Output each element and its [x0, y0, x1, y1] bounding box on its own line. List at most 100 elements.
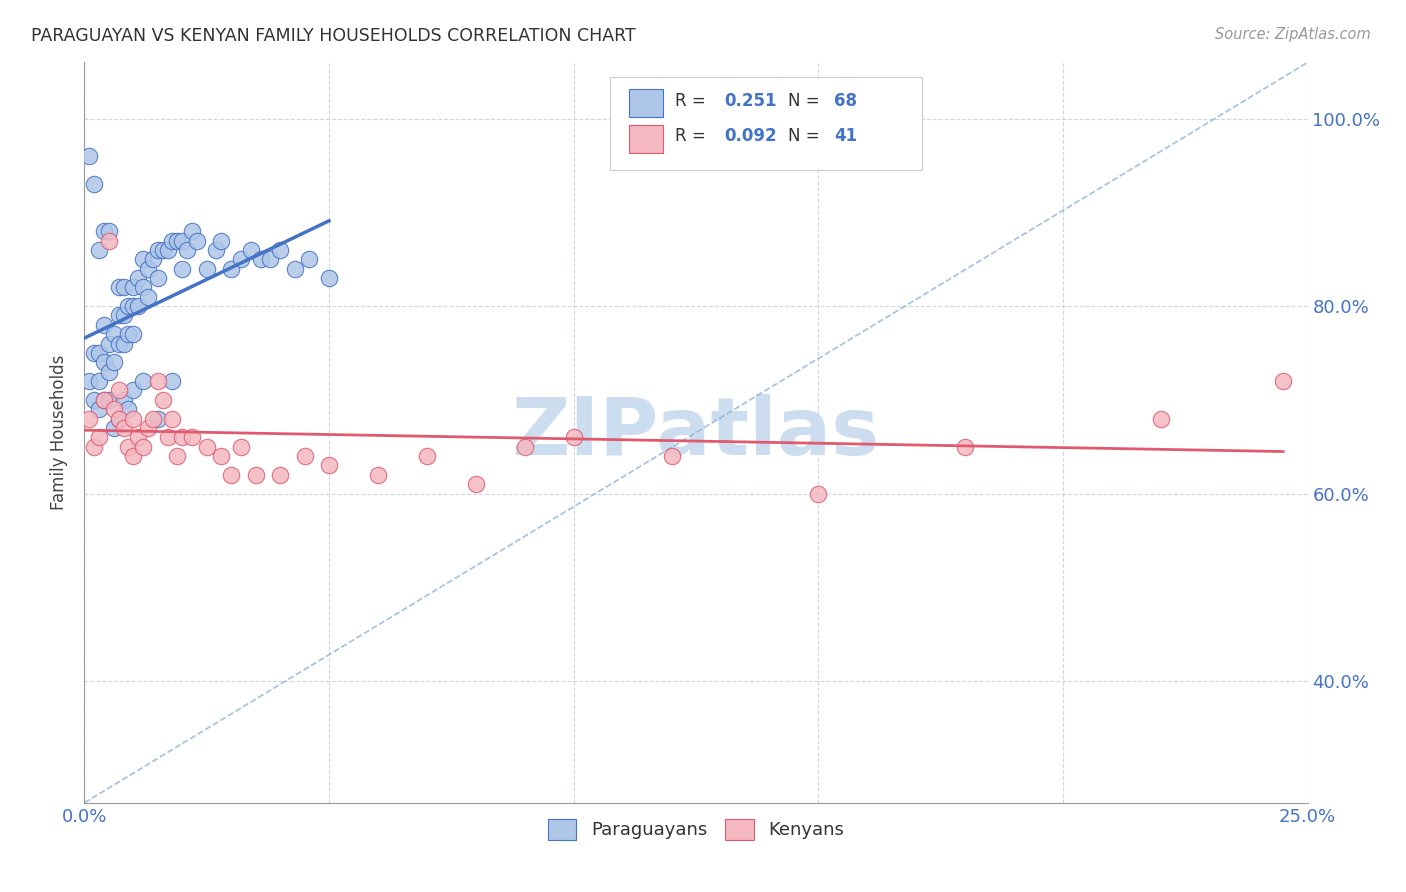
Point: [83, 392, 105, 407]
Y-axis label: Family Households: Family Households: [51, 355, 69, 510]
Point: [162, 234, 184, 248]
Point: [156, 243, 179, 257]
Point: [367, 467, 389, 482]
Point: [122, 449, 145, 463]
Point: [93, 392, 115, 407]
FancyBboxPatch shape: [628, 125, 664, 153]
Point: [219, 467, 242, 482]
Point: [209, 449, 232, 463]
Point: [562, 430, 585, 444]
Point: [132, 280, 155, 294]
Point: [87, 402, 110, 417]
Point: [117, 440, 139, 454]
Point: [117, 402, 139, 417]
Point: [162, 374, 184, 388]
Text: 0.251: 0.251: [724, 92, 776, 110]
Point: [97, 234, 120, 248]
FancyBboxPatch shape: [628, 89, 664, 117]
Point: [107, 309, 129, 323]
Point: [122, 299, 145, 313]
Point: [195, 440, 218, 454]
Point: [186, 234, 208, 248]
Text: ZIPatlas: ZIPatlas: [512, 393, 880, 472]
Point: [953, 440, 976, 454]
Text: 68: 68: [834, 92, 858, 110]
Point: [172, 234, 194, 248]
Point: [136, 290, 159, 304]
Point: [146, 243, 169, 257]
Point: [83, 440, 105, 454]
Point: [229, 440, 252, 454]
Point: [87, 346, 110, 360]
Point: [127, 271, 149, 285]
Point: [209, 234, 232, 248]
Point: [181, 224, 204, 238]
Point: [132, 374, 155, 388]
Text: 0.092: 0.092: [724, 128, 776, 145]
Point: [103, 421, 125, 435]
Point: [107, 280, 129, 294]
Point: [807, 486, 830, 500]
Point: [513, 440, 536, 454]
Point: [112, 392, 135, 407]
Point: [103, 355, 125, 369]
Point: [112, 280, 135, 294]
Point: [181, 430, 204, 444]
Point: [117, 327, 139, 342]
Point: [166, 449, 188, 463]
Text: N =: N =: [787, 128, 824, 145]
Point: [93, 318, 115, 332]
Point: [249, 252, 271, 267]
Point: [1272, 374, 1295, 388]
Point: [294, 449, 316, 463]
Point: [107, 411, 129, 425]
Point: [97, 365, 120, 379]
Point: [93, 224, 115, 238]
Point: [245, 467, 267, 482]
Point: [146, 271, 169, 285]
Point: [122, 280, 145, 294]
Point: [107, 336, 129, 351]
Point: [112, 336, 135, 351]
Point: [83, 178, 105, 192]
Text: PARAGUAYAN VS KENYAN FAMILY HOUSEHOLDS CORRELATION CHART: PARAGUAYAN VS KENYAN FAMILY HOUSEHOLDS C…: [31, 27, 636, 45]
Point: [77, 411, 100, 425]
Point: [127, 299, 149, 313]
Point: [146, 411, 169, 425]
Point: [298, 252, 321, 267]
Point: [284, 261, 307, 276]
Point: [112, 421, 135, 435]
Point: [269, 243, 291, 257]
Point: [195, 261, 218, 276]
Point: [97, 224, 120, 238]
Point: [127, 430, 149, 444]
Point: [142, 411, 165, 425]
Point: [152, 392, 174, 407]
Point: [269, 467, 291, 482]
Point: [77, 374, 100, 388]
Point: [103, 402, 125, 417]
Point: [162, 411, 184, 425]
Point: [318, 458, 340, 473]
Point: [205, 243, 228, 257]
Point: [229, 252, 252, 267]
Text: Source: ZipAtlas.com: Source: ZipAtlas.com: [1215, 27, 1371, 42]
Point: [122, 411, 145, 425]
Point: [112, 309, 135, 323]
Point: [416, 449, 439, 463]
Point: [464, 477, 486, 491]
Point: [93, 355, 115, 369]
Point: [136, 261, 159, 276]
Point: [97, 336, 120, 351]
Point: [176, 243, 198, 257]
Point: [103, 327, 125, 342]
Point: [166, 234, 188, 248]
Point: [156, 430, 179, 444]
Text: N =: N =: [787, 92, 824, 110]
Point: [87, 430, 110, 444]
Point: [107, 411, 129, 425]
Point: [172, 430, 194, 444]
Point: [77, 149, 100, 163]
Point: [146, 374, 169, 388]
Point: [132, 252, 155, 267]
